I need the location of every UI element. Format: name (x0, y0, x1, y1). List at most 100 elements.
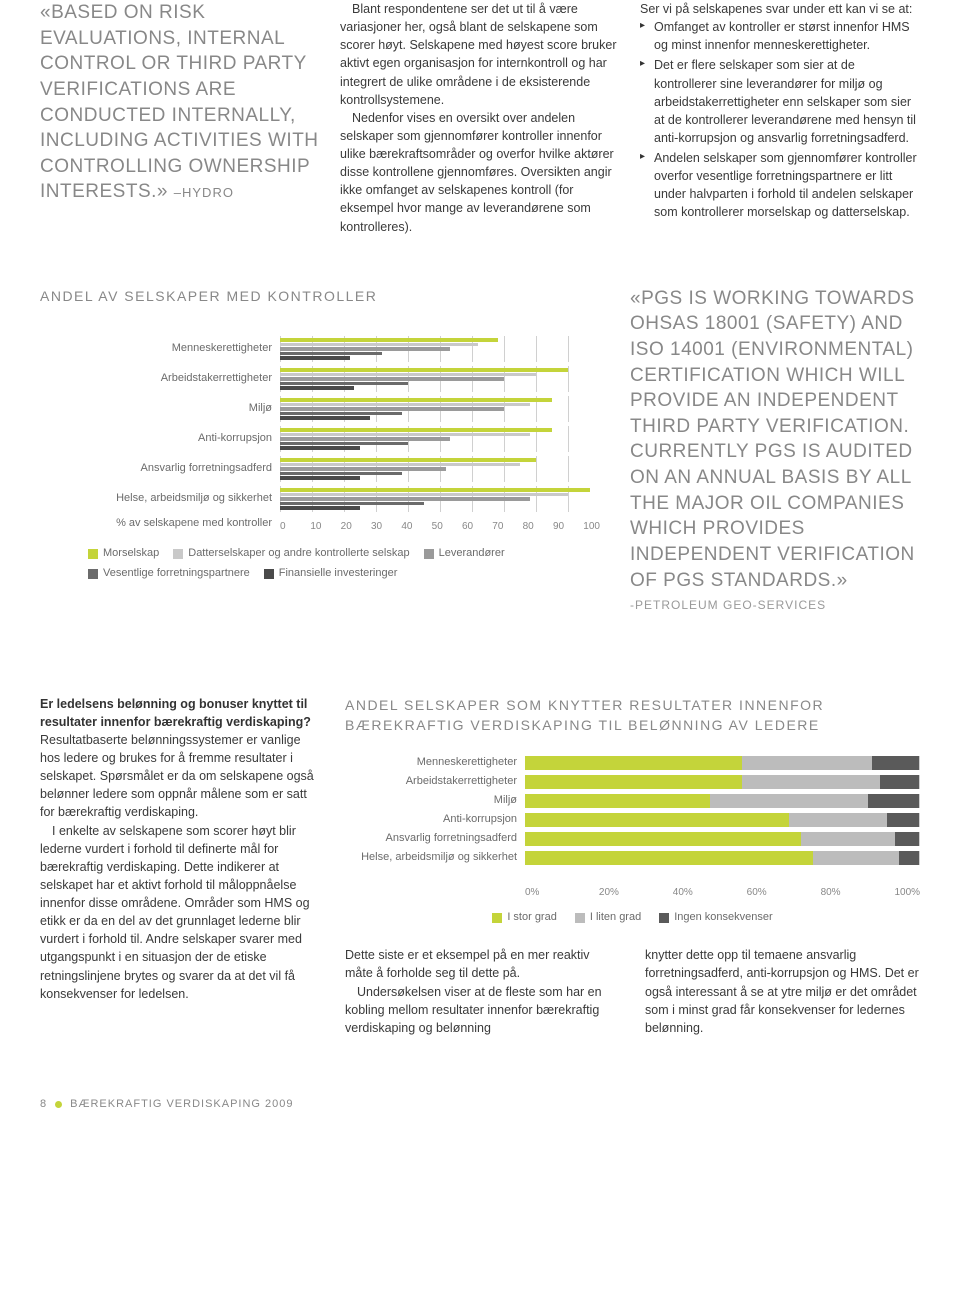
chart2-row: Arbeidstakerrettigheter (345, 774, 920, 790)
quote-attrib: –HYDRO (174, 185, 234, 200)
bullet-list: Omfanget av kontroller er størst innenfo… (640, 18, 920, 221)
chart2-segment (880, 775, 919, 789)
chart2: Menneskerettigheter Arbeidstakerrettighet… (345, 755, 920, 866)
axis-tick: 100 (583, 520, 600, 535)
chart1-bar (280, 488, 590, 492)
chart1-bar (280, 338, 498, 342)
chart1-bar (280, 347, 450, 351)
pull-quote-pgs: «PGS IS WORKING TOWARDS OHSAS 18001 (SAF… (630, 286, 920, 594)
legend-label: Ingen konsekvenser (674, 910, 772, 926)
chart2-segment (868, 794, 919, 808)
chart1-bar (280, 476, 360, 480)
bottom-right-col: ANDEL SELSKAPER SOM KNYTTER RESULTATER I… (345, 695, 920, 1037)
chart2-category-label: Menneskerettigheter (345, 755, 525, 771)
chart1-row: Anti-korrupsjon (40, 426, 600, 452)
chart2-category-label: Helse, arbeidsmiljø og sikkerhet (345, 850, 525, 866)
chart2-segment (525, 832, 801, 846)
axis-tick: 50 (432, 520, 462, 535)
axis-tick: 0% (525, 886, 599, 901)
page-footer: 8 BÆREKRAFTIG VERDISKAPING 2009 (40, 1097, 920, 1113)
legend-label: Leverandører (439, 546, 505, 562)
axis-tick: 10 (310, 520, 340, 535)
paragraph: Ser vi på selskapenes svar under ett kan… (640, 0, 920, 18)
bullet-item: Omfanget av kontroller er størst innenfo… (640, 18, 920, 54)
chart2-row: Helse, arbeidsmiljø og sikkerhet (345, 850, 920, 866)
axis-tick: 60% (747, 886, 821, 901)
legend-swatch-icon (424, 549, 434, 559)
chart2-segment (742, 756, 872, 770)
chart2-segment (801, 832, 896, 846)
chart1-row: Miljø (40, 396, 600, 422)
chart1-bars (280, 336, 600, 362)
chart2-axis: 0%20%40%60%80%100% (525, 886, 920, 901)
chart1-bars (280, 366, 600, 392)
legend-item: I stor grad (492, 910, 557, 926)
page-number: 8 (40, 1097, 47, 1113)
chart2-segment (525, 851, 813, 865)
legend-item: Finansielle investeringer (264, 566, 398, 582)
legend-item: I liten grad (575, 910, 641, 926)
paragraph: Blant respondentene ser det ut til å vær… (340, 0, 620, 109)
quote-pgs-attrib: -PETROLEUM GEO-SERVICES (630, 597, 920, 614)
chart1-bar (280, 437, 450, 441)
chart1-bar (280, 442, 408, 446)
chart2-category-label: Ansvarlig forretningsadferd (345, 831, 525, 847)
legend-swatch-icon (575, 913, 585, 923)
chart1-category-label: Anti-korrupsjon (40, 431, 280, 447)
chart1-bar (280, 502, 424, 506)
legend-swatch-icon (88, 569, 98, 579)
legend-swatch-icon (88, 549, 98, 559)
chart1-bars (280, 486, 600, 512)
axis-tick: 90 (553, 520, 583, 535)
chart2-segment (813, 851, 900, 865)
legend-label: Morselskap (103, 546, 159, 562)
legend-swatch-icon (659, 913, 669, 923)
paragraph: Dette siste er et eksempel på en mer rea… (345, 946, 620, 982)
axis-tick: 100% (894, 886, 920, 901)
chart1-axis: 0102030405060708090100 (280, 520, 600, 535)
chart2-segment (872, 756, 919, 770)
chart1-category-label: Helse, arbeidsmiljø og sikkerhet (40, 491, 280, 507)
chart2-legend: I stor grad I liten grad Ingen konsekvense… (345, 910, 920, 926)
sub-heading: Er ledelsens belønning og bonuser knytte… (40, 695, 320, 731)
chart1-bar (280, 373, 536, 377)
chart2-category-label: Miljø (345, 793, 525, 809)
chart2-category-label: Anti-korrupsjon (345, 812, 525, 828)
chart1-bar (280, 368, 568, 372)
legend-item: Morselskap (88, 546, 159, 562)
top-col-bullets: Ser vi på selskapenes svar under ett kan… (640, 0, 920, 236)
chart1-category-label: Ansvarlig forretningsadferd (40, 461, 280, 477)
chart1-bar (280, 386, 354, 390)
chart2-segment (887, 813, 919, 827)
legend-label: Finansielle investeringer (279, 566, 398, 582)
chart1-bars (280, 456, 600, 482)
axis-tick: 20 (341, 520, 371, 535)
chart2-segment (789, 813, 888, 827)
chart1-bar (280, 493, 568, 497)
chart1-category-label: Menneskerettigheter (40, 341, 280, 357)
chart1-bar (280, 403, 530, 407)
chart2-segment (895, 832, 919, 846)
quote-pgs-col: «PGS IS WORKING TOWARDS OHSAS 18001 (SAF… (630, 286, 920, 615)
chart1-bars (280, 426, 600, 452)
chart1-category-label: Miljø (40, 401, 280, 417)
paragraph: Undersøkelsen viser at de fleste som har… (345, 983, 620, 1037)
chart1-container: ANDEL AV SELSKAPER MED KONTROLLER Mennes… (40, 286, 600, 583)
chart1-bar (280, 412, 402, 416)
bottom-body-c1: Dette siste er et eksempel på en mer rea… (345, 946, 620, 1037)
mid-section: ANDEL AV SELSKAPER MED KONTROLLER Mennes… (40, 286, 920, 615)
chart1-title: ANDEL AV SELSKAPER MED KONTROLLER (40, 286, 600, 306)
chart2-segment (899, 851, 919, 865)
paragraph: I enkelte av selskapene som scorer høyt … (40, 822, 320, 1003)
chart1-bar (280, 377, 504, 381)
legend-swatch-icon (264, 569, 274, 579)
axis-tick: 30 (371, 520, 401, 535)
footer-dot-icon (55, 1101, 62, 1108)
axis-tick: 40% (673, 886, 747, 901)
chart1-bar (280, 472, 402, 476)
bottom-body-cols: Dette siste er et eksempel på en mer rea… (345, 946, 920, 1037)
chart2-segment (742, 775, 880, 789)
chart1-row: Ansvarlig forretningsadferd (40, 456, 600, 482)
paragraph: knytter dette opp til temaene ansvarlig … (645, 946, 920, 1037)
legend-label: I liten grad (590, 910, 641, 926)
